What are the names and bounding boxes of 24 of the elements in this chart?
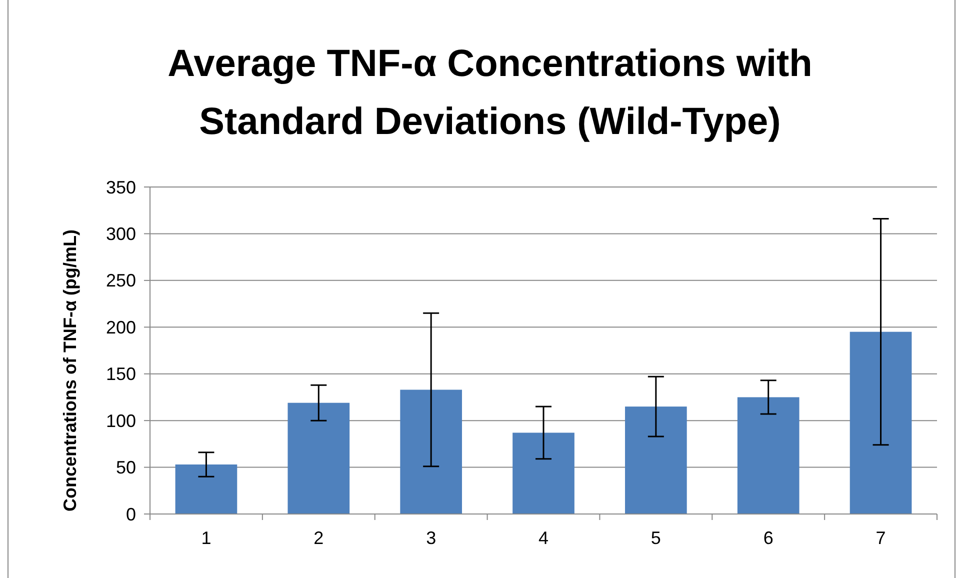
x-tick-label: 5	[650, 528, 661, 548]
x-tick-label: 2	[314, 528, 324, 548]
x-tick-label: 1	[201, 528, 212, 548]
bar	[400, 390, 462, 514]
y-tick-label: 300	[106, 224, 136, 244]
bar	[288, 402, 350, 514]
y-tick-label: 250	[106, 270, 136, 291]
x-tick-label: 6	[763, 528, 774, 548]
chart-title: Average TNF-α Concentrations with Standard Deviations (Wild-Type)	[168, 43, 812, 143]
bar	[850, 332, 912, 514]
y-axis-title: Concentrations of TNF-α (pg/mL)	[60, 229, 80, 512]
bar	[737, 397, 800, 514]
x-tick-label: 3	[426, 528, 436, 548]
bar	[512, 432, 574, 514]
bar	[175, 464, 238, 514]
y-tick-label: 150	[106, 364, 136, 384]
x-tick-label: 7	[876, 528, 886, 548]
y-tick-label: 50	[116, 458, 136, 478]
y-tick-label: 100	[106, 410, 136, 431]
bar	[625, 406, 687, 514]
y-tick-label: 350	[106, 177, 136, 198]
y-tick-label: 200	[106, 317, 136, 338]
y-tick-label: 0	[126, 504, 136, 524]
x-tick-label: 4	[538, 528, 549, 548]
